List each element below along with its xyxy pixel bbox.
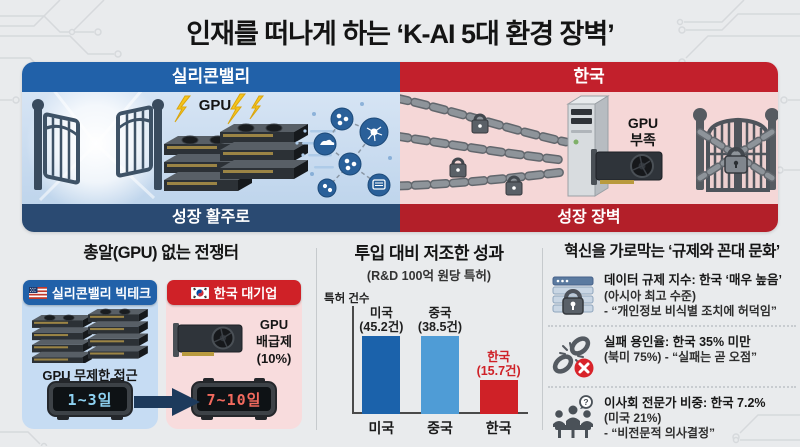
gpu-shortage-label-line1: GPU (628, 115, 658, 131)
chained-server-gate-icon: GPU 부족 (400, 94, 778, 197)
gpu-battlefield-section: 총알(GPU) 없는 전쟁터 실리콘밸리 빅테크 (8, 239, 314, 439)
clock-foot (201, 415, 213, 420)
open-gate-icon (32, 99, 164, 190)
regulation-item-failure: 실패 용인율: 한국 35% 미만 (북미 75%) - “실패는 곧 오점” (548, 324, 796, 386)
gpu-ration-caption: GPU 배급제 (10%) (256, 317, 292, 366)
silicon-valley-footer: 성장 활주로 (22, 204, 400, 232)
korea-bigcorp-header: 한국 대기업 (167, 280, 301, 305)
regulation-item-text: 데이터 규제 지수: 한국 ‘매우 높음’ (아시아 최고 수준) - “개인정… (604, 273, 782, 318)
comparison-panel: 실리콘밸리 (22, 62, 778, 232)
silicon-valley-bigtech-label: 실리콘밸리 빅테크 (51, 286, 152, 301)
regulation-item-text: 이사회 전문가 비중: 한국 7.2% (미국 21%) - “비전문적 의사결… (604, 395, 766, 441)
clock-foot (111, 415, 123, 420)
lightning-icon (174, 93, 265, 125)
silicon-valley-bigtech-header: 실리콘밸리 빅테크 (23, 280, 157, 305)
padlock-icon (449, 113, 523, 196)
clock-button (59, 378, 70, 383)
clock-button (254, 378, 265, 383)
chart-title: 투입 대비 저조한 성과 (354, 244, 504, 263)
gpu-stack-icon (32, 308, 148, 363)
clock-display: 7~10일 (197, 387, 271, 411)
silicon-valley-panel: 실리콘밸리 (22, 62, 400, 232)
silicon-valley-bigtech-box: 실리콘밸리 빅테크 GPU 무제한 접근 1~3일 (22, 280, 158, 429)
battlefield-title: 총알(GPU) 없는 전쟁터 (83, 244, 239, 262)
digital-clock-slow: 7~10일 (191, 378, 277, 420)
chart-bar (420, 336, 459, 414)
chart-x-label: 미국 (368, 420, 395, 436)
us-flag-icon (28, 286, 47, 299)
chart-bar-group: 중국 (38.5건) (412, 306, 468, 414)
chart-bar (362, 336, 401, 414)
clock-foot (255, 415, 267, 420)
regulation-section: 혁신을 가로막는 ‘규제와 꼰대 문화’ 데이터 규제 지수: 한국 ‘매우 높… (548, 239, 796, 447)
network-icon (310, 102, 392, 198)
chart-bars: 미국 (45.2건) 중국 (38.5건) 한국 (15.7건) (352, 306, 528, 414)
server-icon (566, 95, 610, 197)
regulation-title: 혁신을 가로막는 ‘규제와 꼰대 문화’ (564, 243, 780, 260)
chart-bar (479, 380, 518, 414)
chart-y-axis-label: 특허 건수 (324, 293, 370, 305)
open-gate-gpu-network-icon: GPU (26, 92, 392, 204)
chart-x-label: 한국 (485, 420, 512, 436)
chain-icon (400, 94, 571, 191)
chart-subtitle: (R&D 100억 원당 특허) (366, 269, 492, 283)
bar-chart: 특허 건수 미국 (45.2건) 중국 (38.5건) 한국 (15.7건) 미국 중국 한국 (322, 286, 536, 438)
chart-bar-value-label: 미국 (45.2건) (359, 306, 404, 334)
regulation-list: 데이터 규제 지수: 한국 ‘매우 높음’ (아시아 최고 수준) - “개인정… (548, 265, 796, 447)
chart-bar-group: 미국 (45.2건) (353, 306, 409, 414)
korea-header: 한국 (400, 62, 778, 92)
question-mark: ? (583, 397, 588, 407)
clock-button (203, 378, 214, 383)
korea-footer: 성장 장벽 (400, 204, 778, 232)
chart-bar-value-label: 중국 (38.5건) (417, 306, 463, 334)
data-lock-icon (552, 276, 594, 315)
regulation-item-data: 데이터 규제 지수: 한국 ‘매우 높음’ (아시아 최고 수준) - “개인정… (548, 265, 796, 325)
kr-flag-icon (190, 286, 209, 299)
chart-bar-group: 한국 (15.7건) (471, 306, 527, 414)
patent-chart-section: 투입 대비 저조한 성과 (R&D 100억 원당 특허) 특허 건수 미국 (4… (322, 239, 536, 438)
section-divider (316, 248, 317, 430)
gpu-card-icon (173, 323, 243, 357)
korea-bigcorp-label: 한국 대기업 (213, 286, 278, 301)
gpu-label: GPU (199, 97, 232, 114)
gpu-card-icon (591, 149, 663, 185)
silicon-valley-illustration: GPU (22, 92, 400, 204)
board-meeting-icon: ? (553, 394, 593, 438)
broken-chain-icon (552, 335, 594, 378)
chart-x-label: 중국 (427, 420, 453, 436)
regulation-item-board: ? 이사회 전문가 비중: 한국 7.2% (미국 21%) - “비전문적 의… (548, 385, 796, 447)
clock-foot (57, 415, 69, 420)
korea-illustration: GPU 부족 (400, 92, 778, 204)
page-title: 인재를 떠나게 하는 ‘K-AI 5대 환경 장벽’ (186, 19, 614, 49)
gpu-stack-icon (164, 123, 308, 191)
silicon-valley-header: 실리콘밸리 (22, 62, 400, 92)
digital-clock-fast: 1~3일 (47, 378, 133, 420)
gpu-shortage-label-line2: 부족 (630, 132, 656, 148)
chart-xlabels: 미국 중국 한국 (352, 418, 528, 438)
clock-display: 1~3일 (53, 387, 127, 411)
arrow-right-icon (134, 388, 200, 416)
korea-panel: 한국 (400, 62, 778, 232)
section-divider (542, 248, 543, 430)
regulation-item-text: 실패 용인율: 한국 35% 미만 (북미 75%) - “실패는 곧 오점” (604, 334, 757, 365)
clock-button (110, 378, 121, 383)
chart-bar-value-label: 한국 (15.7건) (476, 350, 521, 378)
closed-gate-icon (693, 108, 778, 192)
